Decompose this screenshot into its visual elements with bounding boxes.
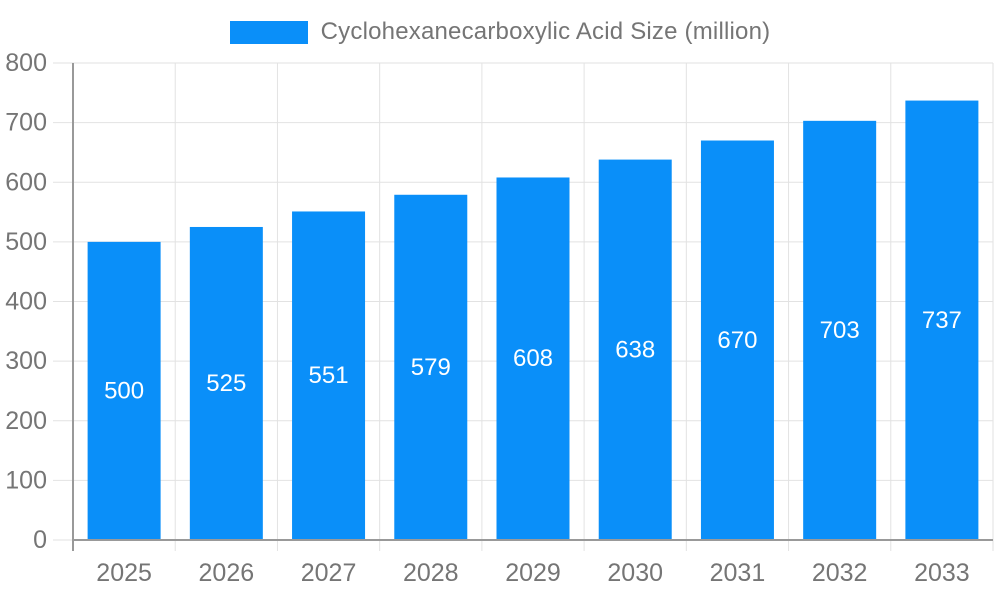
y-tick-label: 0 <box>33 526 47 554</box>
bar-2026[interactable] <box>189 226 263 540</box>
legend-swatch <box>229 20 308 44</box>
bar-value-label: 579 <box>411 354 451 381</box>
x-tick-label: 2033 <box>914 559 970 587</box>
x-tick-label: 2025 <box>96 559 152 587</box>
y-tick-label: 100 <box>5 466 47 494</box>
legend-label: Cyclohexanecarboxylic Acid Size (million… <box>320 18 771 45</box>
x-tick-label: 2028 <box>403 559 459 587</box>
bar-value-label: 638 <box>615 336 655 363</box>
legend-item[interactable]: Cyclohexanecarboxylic Acid Size (million… <box>229 18 771 46</box>
bar-value-label: 737 <box>922 307 962 334</box>
bar-value-label: 703 <box>820 317 860 344</box>
x-tick-label: 2031 <box>710 559 766 587</box>
bar-value-label: 500 <box>104 377 144 404</box>
bar-2032[interactable] <box>803 120 877 541</box>
bar-2030[interactable] <box>598 159 672 540</box>
x-tick-label: 2032 <box>812 559 868 587</box>
x-tick-label: 2030 <box>607 559 663 587</box>
bar-value-label: 525 <box>206 370 246 397</box>
y-tick-label: 600 <box>5 168 47 196</box>
bar-2028[interactable] <box>394 194 468 541</box>
x-tick-label: 2026 <box>199 559 255 587</box>
bar-2031[interactable] <box>700 140 774 540</box>
bar-value-label: 608 <box>513 345 553 372</box>
x-tick-label: 2029 <box>505 559 561 587</box>
x-tick-label: 2027 <box>301 559 357 587</box>
y-tick-label: 500 <box>5 228 47 256</box>
bar-2025[interactable] <box>87 241 161 540</box>
y-tick-label: 400 <box>5 288 47 316</box>
bar-2027[interactable] <box>292 211 366 540</box>
bar-2033[interactable] <box>905 100 979 540</box>
y-tick-label: 700 <box>5 109 47 137</box>
bar-value-label: 551 <box>309 362 349 389</box>
legend: Cyclohexanecarboxylic Acid Size (million… <box>0 18 1000 46</box>
y-tick-label: 800 <box>5 49 47 77</box>
y-tick-label: 300 <box>5 347 47 375</box>
bar-value-label: 670 <box>717 327 757 354</box>
y-tick-label: 200 <box>5 407 47 435</box>
bar-2029[interactable] <box>496 177 570 541</box>
